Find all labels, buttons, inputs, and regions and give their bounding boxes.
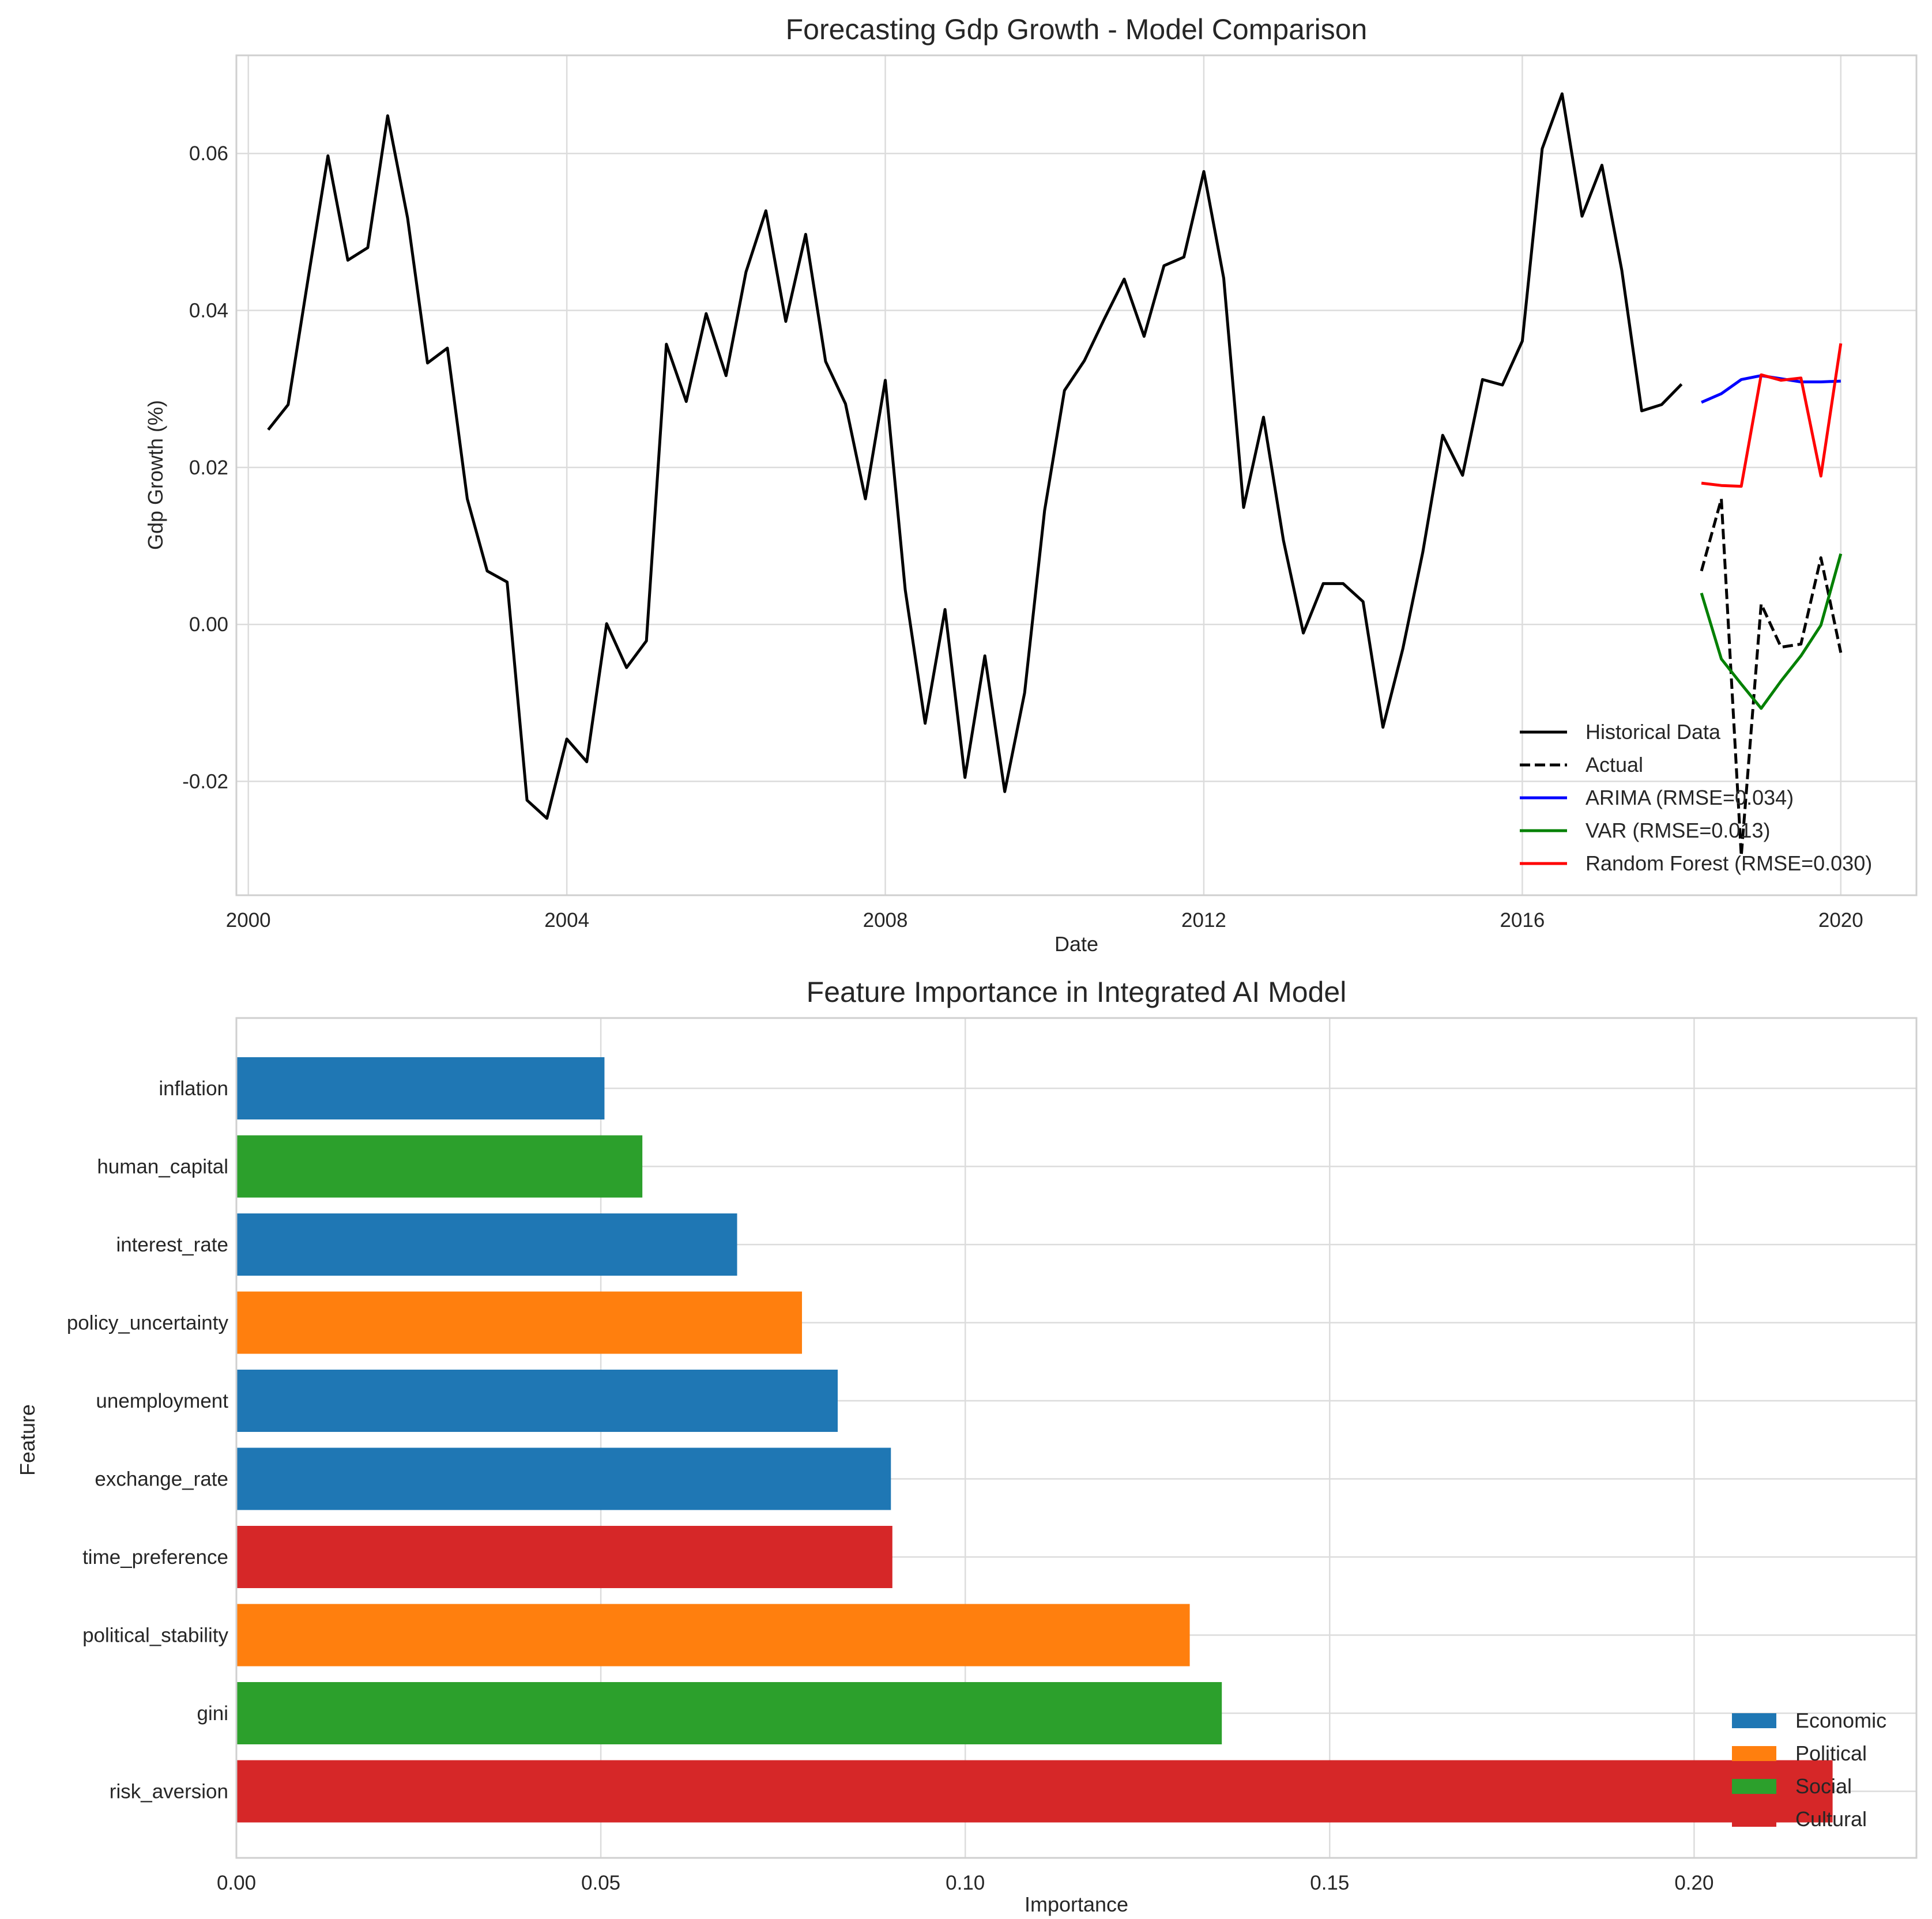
- bar-exchange-rate: [236, 1447, 891, 1510]
- legend-label-actual: Actual: [1585, 753, 1643, 776]
- line-chart-legend: Historical Data Actual ARIMA (RMSE=0.034) V…: [1520, 720, 1872, 875]
- x-tick-label-2004: 2004: [544, 909, 589, 932]
- legend-label-political: Political: [1795, 1741, 1867, 1765]
- line-chart-y-axis-label: Gdp Growth (%): [144, 400, 167, 550]
- line-chart-x-ticks: 2000 2004 2008 2012 2016 2020: [226, 909, 1863, 932]
- x-tick-label-2000: 2000: [226, 909, 271, 932]
- x-tick-label-2008: 2008: [863, 909, 908, 932]
- bar-human-capital: [236, 1135, 643, 1198]
- legend-label-arima-rmse-0-034: ARIMA (RMSE=0.034): [1585, 786, 1794, 809]
- legend-label-historical-data: Historical Data: [1585, 720, 1721, 744]
- bar-chart-legend: Economic Political Social Cultural: [1732, 1709, 1886, 1831]
- bar-gini: [236, 1682, 1222, 1744]
- legend-swatch-social: [1732, 1779, 1776, 1794]
- bar-chart-x-ticks: 0.00 0.05 0.10 0.15 0.20: [217, 1872, 1714, 1894]
- bar-chart-bars: [236, 1057, 1833, 1823]
- bar-chart-plot-frame: [235, 1017, 1918, 1859]
- bar-x-tick-label-0-05: 0.05: [581, 1872, 620, 1894]
- bar-chart-category-labels: inflation human_capital interest_ratepolic…: [67, 1077, 229, 1803]
- category-label-risk-aversion: risk_aversion: [110, 1781, 228, 1803]
- x-tick-label-2012: 2012: [1181, 909, 1226, 932]
- category-label-unemployment: unemployment: [96, 1390, 228, 1412]
- series-line-historical-data: [267, 92, 1683, 820]
- y-tick-label-0-04: 0.04: [189, 300, 228, 322]
- line-chart-series: [267, 92, 1843, 858]
- bar-chart-y-axis-label: Feature: [16, 1404, 39, 1476]
- category-label-gini: gini: [197, 1702, 228, 1725]
- line-chart: Forecasting Gdp Growth - Model Compariso…: [0, 0, 1932, 956]
- bar-chart: Feature Importance in Integrated AI Mode…: [16, 976, 1918, 1916]
- y-tick-label-0-00: 0.00: [189, 613, 228, 636]
- legend-swatch-cultural: [1732, 1812, 1776, 1827]
- category-label-exchange-rate: exchange_rate: [95, 1468, 228, 1491]
- category-label-political-stability: political_stability: [82, 1624, 228, 1647]
- line-chart-title: Forecasting Gdp Growth - Model Compariso…: [786, 13, 1368, 46]
- series-line-random-forest-rmse-0-030: [1701, 343, 1843, 488]
- bar-time-preference: [236, 1526, 892, 1588]
- bar-unemployment: [236, 1370, 838, 1432]
- x-tick-label-2016: 2016: [1500, 909, 1545, 932]
- bar-risk-aversion: [236, 1760, 1833, 1823]
- legend-label-economic: Economic: [1795, 1709, 1886, 1732]
- legend-label-cultural: Cultural: [1795, 1807, 1867, 1831]
- bar-x-tick-label-0-15: 0.15: [1310, 1872, 1349, 1894]
- y-tick-label-0-06: 0.06: [189, 142, 228, 165]
- line-chart-background: [0, 0, 1932, 951]
- line-chart-gridlines: [236, 55, 1916, 895]
- bar-interest-rate: [236, 1213, 737, 1276]
- category-label-time-preference: time_preference: [82, 1546, 228, 1569]
- bar-x-tick-label-0-20: 0.20: [1674, 1872, 1713, 1894]
- legend-label-random-forest-rmse-0-030: Random Forest (RMSE=0.030): [1585, 851, 1872, 875]
- legend-label-var-rmse-0-013: VAR (RMSE=0.013): [1585, 819, 1770, 842]
- bar-political-stability: [236, 1604, 1190, 1667]
- category-label-inflation: inflation: [159, 1077, 228, 1100]
- category-label-human-capital: human_capital: [97, 1156, 228, 1178]
- line-chart-y-ticks: 0.06 0.04 0.02 0.00 -0.02: [182, 142, 228, 793]
- legend-swatch-economic: [1732, 1713, 1776, 1728]
- line-chart-plot-frame: [235, 54, 1918, 896]
- bar-inflation: [236, 1057, 605, 1119]
- y-tick-label-0-02: -0.02: [182, 771, 228, 793]
- bar-policy-uncertainty: [236, 1291, 803, 1354]
- category-label-policy-uncertainty: policy_uncertainty: [67, 1312, 229, 1334]
- x-tick-label-2020: 2020: [1818, 909, 1863, 932]
- bar-chart-title: Feature Importance in Integrated AI Mode…: [807, 976, 1347, 1008]
- category-label-interest-rate: interest_rate: [116, 1234, 228, 1256]
- bar-chart-x-axis-label: Importance: [1025, 1892, 1128, 1916]
- bar-x-tick-label-0-10: 0.10: [946, 1872, 985, 1894]
- legend-label-social: Social: [1795, 1774, 1852, 1798]
- line-chart-x-axis-label: Date: [1054, 932, 1098, 956]
- legend-swatch-political: [1732, 1746, 1776, 1761]
- series-line-actual: [1700, 497, 1843, 858]
- bar-x-tick-label-0-00: 0.00: [217, 1872, 256, 1894]
- y-tick-label-0-02: 0.02: [189, 457, 228, 479]
- series-line-var-rmse-0-013: [1700, 553, 1843, 710]
